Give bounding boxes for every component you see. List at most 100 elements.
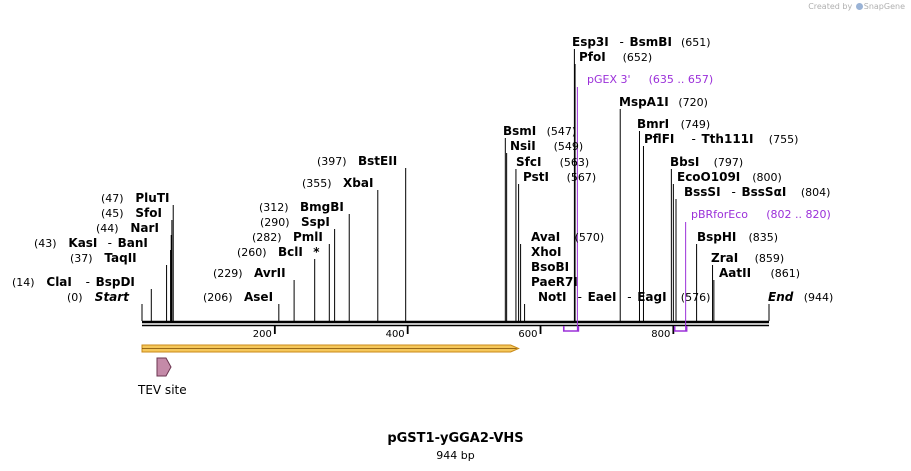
enzyme-name[interactable]: AatII [719, 266, 751, 280]
enzyme-name-secondary[interactable]: Tth111I [702, 132, 754, 146]
enzyme-position: (282) [252, 231, 282, 244]
enzyme-name-tertiary[interactable]: EagI [637, 290, 666, 304]
enzyme-name[interactable]: Esp3I [572, 35, 609, 49]
tev-site-label: TEV site [137, 383, 187, 397]
enzyme-label-nsii[interactable]: NsiI (549) [510, 139, 583, 153]
enzyme-label-pfoi[interactable]: PfoI (652) [579, 50, 652, 64]
enzyme-label-xhoi[interactable]: XhoI [531, 245, 562, 259]
enzyme-name[interactable]: BmgBI [300, 200, 344, 214]
enzyme-label-bsteii[interactable]: (397) BstEII [317, 154, 397, 168]
enzyme-name[interactable]: PmlI [293, 230, 323, 244]
enzyme-label-asei[interactable]: (206) AseI [203, 290, 273, 304]
primer-name[interactable]: pGEX 3' [587, 73, 631, 86]
enzyme-name[interactable]: BsmI [503, 124, 536, 138]
enzyme-name-secondary[interactable]: BssSαI [742, 185, 787, 199]
enzyme-name[interactable]: BsoBI [531, 260, 569, 274]
enzyme-label-bsssi[interactable]: BssSI - BssSαI (804) [684, 185, 830, 199]
enzyme-name[interactable]: PstI [523, 170, 549, 184]
primer-range: (802 .. 820) [766, 208, 831, 221]
enzyme-label-bbsi[interactable]: BbsI (797) [670, 155, 743, 169]
enzyme-name[interactable]: TaqII [104, 251, 136, 265]
primers[interactable]: pGEX 3' (635 .. 657) pBRforEco (802 .. 820) [562, 73, 831, 332]
enzyme-name-secondary[interactable]: BspDI [96, 275, 135, 289]
enzyme-label-esp3i[interactable]: Esp3I - BsmBI (651) [572, 35, 711, 49]
enzyme-name[interactable]: BspHI [697, 230, 736, 244]
enzyme-name[interactable]: SfoI [135, 206, 162, 220]
enzyme-name[interactable]: BclI [278, 245, 303, 259]
enzyme-label-pmli[interactable]: (282) PmlI [252, 230, 323, 244]
enzyme-label-taqii[interactable]: (37) TaqII [70, 251, 137, 265]
enzyme-label-sspi[interactable]: (290) SspI [260, 215, 330, 229]
enzyme-name[interactable]: ClaI [46, 275, 71, 289]
primer-2[interactable]: pBRforEco (802 .. 820) [673, 208, 831, 332]
enzyme-position: (804) [801, 186, 831, 199]
enzyme-name[interactable]: PflFI [644, 132, 674, 146]
enzyme-name[interactable]: XhoI [531, 245, 562, 259]
enzyme-label-bsobi[interactable]: BsoBI [531, 260, 569, 274]
enzyme-name[interactable]: NotI [538, 290, 567, 304]
primer-bracket [673, 326, 688, 332]
enzyme-name-secondary[interactable]: EaeI [588, 290, 617, 304]
enzyme-label-mspa1i[interactable]: MspA1I (720) [619, 95, 708, 109]
enzyme-label-bmri[interactable]: BmrI (749) [637, 117, 710, 131]
enzyme-separator: - [732, 185, 736, 199]
primer-1[interactable]: pGEX 3' (635 .. 657) [562, 73, 713, 332]
enzyme-label-pflfi[interactable]: PflFI - Tth111I (755) [644, 132, 798, 146]
enzyme-position: (355) [302, 177, 332, 190]
enzyme-label-sfoi[interactable]: (45) SfoI [101, 206, 162, 220]
enzyme-name-secondary[interactable]: BsmBI [630, 35, 672, 49]
enzyme-name[interactable]: ZraI [711, 251, 738, 265]
enzyme-name[interactable]: PluTI [135, 191, 169, 205]
enzyme-label-noti[interactable]: NotI - EaeI - EagI (576) [538, 290, 710, 304]
enzyme-name[interactable]: XbaI [343, 176, 373, 190]
enzyme-name[interactable]: PfoI [579, 50, 606, 64]
enzyme-name-secondary[interactable]: BanI [118, 236, 148, 250]
enzyme-label-bcli[interactable]: (260) BclI * [237, 245, 320, 259]
enzyme-name[interactable]: BstEII [358, 154, 397, 168]
enzyme-label-start[interactable]: (0) Start [67, 290, 130, 304]
enzyme-position: (549) [554, 140, 584, 153]
enzyme-label-pluti[interactable]: (47) PluTI [101, 191, 170, 205]
enzyme-name[interactable]: BmrI [637, 117, 669, 131]
map-title: pGST1-yGGA2-VHS [387, 431, 524, 446]
enzyme-label-kasi[interactable]: (43) KasI - BanI [34, 236, 148, 250]
enzyme-labels[interactable]: (14) ClaI - BspDI(0) Start(47) PluTI(45) SfoI(… [12, 35, 833, 304]
enzyme-label-ecoo109i[interactable]: EcoO109I (800) [677, 170, 782, 184]
primer-name[interactable]: pBRforEco [691, 208, 748, 221]
enzyme-name[interactable]: NsiI [510, 139, 536, 153]
enzyme-name[interactable]: End [768, 290, 794, 304]
enzyme-position: (45) [101, 207, 124, 220]
enzyme-name[interactable]: KasI [68, 236, 97, 250]
tev-site-arrow[interactable] [156, 357, 172, 377]
enzyme-name[interactable]: AvrII [254, 266, 286, 280]
enzyme-name[interactable]: AvaI [531, 230, 560, 244]
enzyme-name[interactable]: BbsI [670, 155, 699, 169]
enzyme-name[interactable]: Start [95, 290, 130, 304]
enzyme-label-sfci[interactable]: SfcI (563) [516, 155, 589, 169]
enzyme-label-avai[interactable]: AvaI (570) [531, 230, 604, 244]
enzyme-name[interactable]: NarI [130, 221, 159, 235]
enzyme-separator: - [627, 290, 631, 304]
enzyme-label-zrai[interactable]: ZraI (859) [711, 251, 784, 265]
enzyme-label-psti[interactable]: PstI (567) [523, 170, 596, 184]
enzyme-label-end[interactable]: End (944) [768, 290, 833, 304]
enzyme-label-avrii[interactable]: (229) AvrII [213, 266, 286, 280]
enzyme-name[interactable]: SspI [301, 215, 330, 229]
enzyme-name[interactable]: AseI [244, 290, 273, 304]
enzyme-label-bsmi[interactable]: BsmI (547) [503, 124, 576, 138]
enzyme-name[interactable]: EcoO109I [677, 170, 740, 184]
enzyme-label-paer7i[interactable]: PaeR7I [531, 275, 578, 289]
enzyme-label-nari[interactable]: (44) NarI [96, 221, 159, 235]
enzyme-label-bsphi[interactable]: BspHI (835) [697, 230, 778, 244]
enzyme-label-aatii[interactable]: AatII (861) [719, 266, 800, 280]
enzyme-label-xbai[interactable]: (355) XbaI [302, 176, 373, 190]
enzyme-name[interactable]: MspA1I [619, 95, 669, 109]
enzyme-name[interactable]: PaeR7I [531, 275, 578, 289]
enzyme-label-bmgbi[interactable]: (312) BmgBI [259, 200, 344, 214]
enzyme-name[interactable]: BssSI [684, 185, 721, 199]
features[interactable]: TEV site [137, 344, 520, 397]
tev-site-feature[interactable]: TEV site [137, 357, 187, 397]
enzyme-name[interactable]: SfcI [516, 155, 541, 169]
enzyme-label-clai[interactable]: (14) ClaI - BspDI [12, 275, 135, 289]
